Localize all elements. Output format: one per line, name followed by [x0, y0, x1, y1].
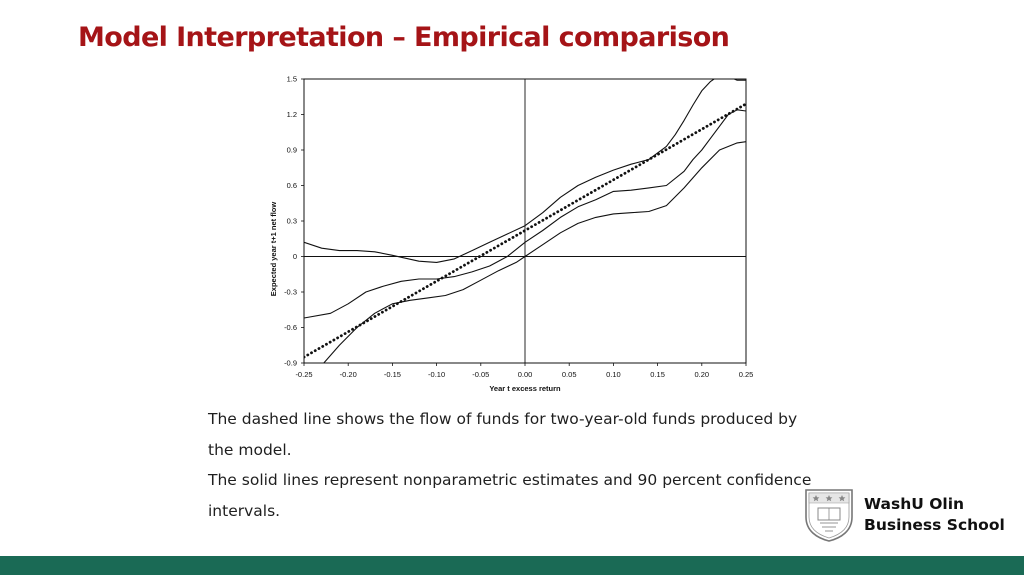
chart-caption: The dashed line shows the flow of funds …	[208, 404, 848, 526]
x-tick-label: -0.10	[428, 370, 445, 379]
estimate-line-1	[304, 79, 746, 263]
y-tick-label: -0.3	[284, 288, 297, 297]
model-dotted-line	[304, 102, 746, 359]
x-tick-label: -0.05	[472, 370, 489, 379]
y-tick-label: 0	[293, 252, 297, 261]
x-tick-label: -0.15	[384, 370, 401, 379]
x-tick-label: 0.20	[694, 370, 709, 379]
caption-line: the model.	[208, 440, 292, 459]
slide-title: Model Interpretation – Empirical compari…	[78, 22, 730, 53]
y-tick-label: 1.5	[287, 75, 297, 84]
x-tick-label: 0.00	[518, 370, 533, 379]
y-tick-labels: -0.9 -0.6 -0.3 0 0.3 0.6 0.9 1.2 1.5	[284, 75, 304, 368]
x-tick-labels: -0.25 -0.20 -0.15 -0.10 -0.05 0.00 0.05 0.10 0.1…	[295, 363, 753, 379]
x-tick-label: 0.10	[606, 370, 621, 379]
brand-line-1: WashU Olin	[864, 495, 965, 513]
caption-line: intervals.	[208, 501, 281, 520]
y-tick-label: 0.3	[287, 217, 297, 226]
footer-bar	[0, 556, 1024, 575]
y-tick-label: 0.9	[287, 146, 297, 155]
y-tick-label: -0.9	[284, 359, 297, 368]
y-axis-label: Expected year t+1 net flow	[269, 202, 278, 297]
y-tick-label: 0.6	[287, 181, 297, 190]
caption-line: The dashed line shows the flow of funds …	[208, 410, 798, 428]
flow-performance-chart: -0.25 -0.20 -0.15 -0.10 -0.05 0.00 0.05 0.10 0.1…	[269, 75, 753, 393]
chart-series	[304, 79, 746, 363]
reference-lines	[304, 79, 746, 363]
plot-area	[304, 79, 746, 363]
y-tick-label: -0.6	[284, 323, 297, 332]
x-tick-label: 0.15	[650, 370, 665, 379]
brand-line-2: Business School	[864, 516, 1005, 534]
x-tick-label: -0.25	[295, 370, 312, 379]
y-tick-label: 1.2	[287, 110, 297, 119]
estimate-line-2	[304, 109, 746, 319]
x-tick-label: 0.05	[562, 370, 577, 379]
caption-line: The solid lines represent nonparametric …	[208, 471, 812, 489]
x-tick-label: -0.20	[340, 370, 357, 379]
brand-name: WashU Olin Business School	[864, 494, 1005, 536]
estimate-line-3	[323, 141, 746, 363]
university-shield-logo	[805, 489, 853, 542]
x-tick-label: 0.25	[739, 370, 754, 379]
x-axis-label: Year t excess return	[489, 384, 561, 393]
